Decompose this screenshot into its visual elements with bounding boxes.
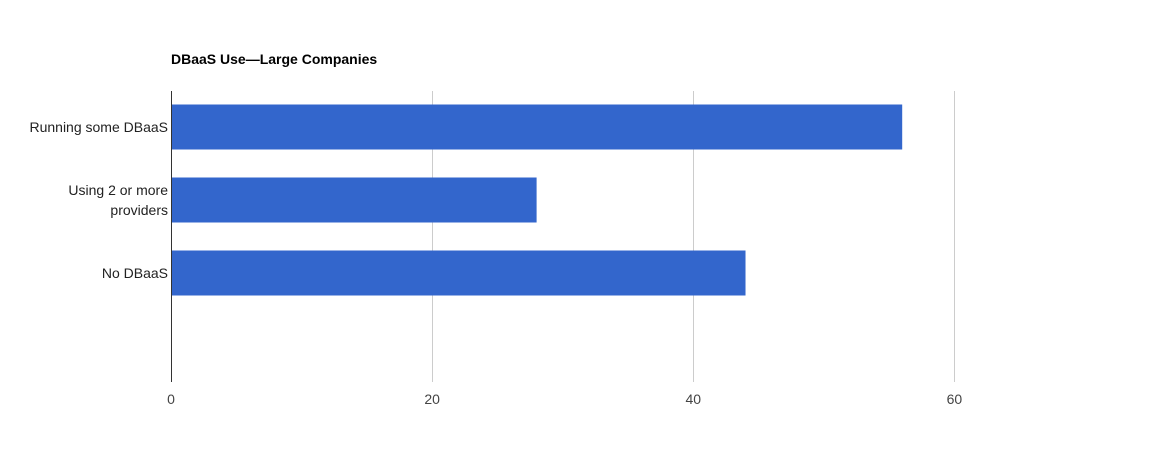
category-label: Running some DBaaS xyxy=(29,119,168,135)
category-labels: Running some DBaaS Using 2 or more provide… xyxy=(29,119,168,281)
x-tick-label: 0 xyxy=(167,391,175,407)
category-label: No DBaaS xyxy=(102,265,168,281)
chart-title: DBaaS Use—Large Companies xyxy=(171,51,378,67)
bar xyxy=(171,104,903,150)
x-tick-label: 40 xyxy=(685,391,701,407)
x-tick-label: 60 xyxy=(947,391,963,407)
category-label: Using 2 or more providers xyxy=(68,182,168,218)
bar xyxy=(171,177,537,223)
x-tick-label: 20 xyxy=(424,391,440,407)
x-axis-ticks: 0 20 40 60 xyxy=(167,391,962,407)
bar xyxy=(171,250,746,296)
bars xyxy=(171,104,903,296)
